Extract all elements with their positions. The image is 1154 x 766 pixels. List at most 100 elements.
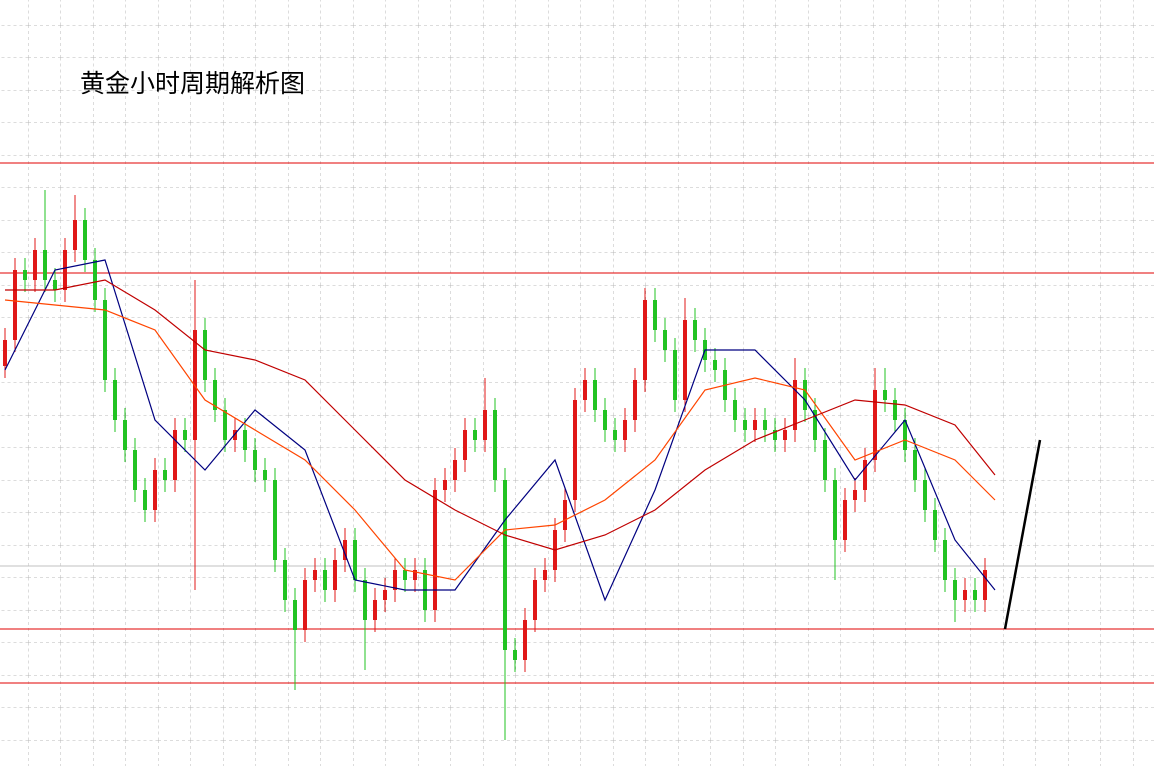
candle-body	[453, 460, 457, 480]
candle-body	[43, 250, 47, 280]
candle-body	[893, 400, 897, 420]
candle-body	[923, 480, 927, 510]
candle-body	[183, 430, 187, 440]
candle-body	[463, 430, 467, 460]
candle-body	[53, 280, 57, 290]
candle-body	[543, 570, 547, 580]
candle-body	[123, 420, 127, 450]
candle-body	[523, 620, 527, 660]
candle-body	[743, 420, 747, 430]
candle-body	[33, 250, 37, 280]
candle-body	[293, 600, 297, 630]
candle-body	[483, 410, 487, 440]
moving-average-line	[4, 259, 996, 602]
candle-body	[363, 580, 367, 620]
candle-body	[873, 390, 877, 460]
candle-body	[593, 380, 597, 410]
candle-body	[683, 320, 687, 400]
candle-body	[713, 360, 717, 370]
candle-body	[563, 500, 567, 530]
candle-body	[643, 300, 647, 380]
candle-body	[243, 430, 247, 450]
candle-body	[833, 480, 837, 540]
candle-body	[83, 220, 87, 260]
moving-average-line	[5, 279, 996, 551]
candle-body	[803, 380, 807, 410]
candle-body	[693, 320, 697, 340]
candle-body	[963, 590, 967, 600]
candle-body	[933, 510, 937, 540]
candle-body	[753, 420, 757, 430]
candle-body	[373, 600, 377, 620]
candle-body	[813, 410, 817, 440]
candle-body	[943, 540, 947, 580]
candle-body	[673, 350, 677, 400]
candle-body	[733, 400, 737, 420]
candle-body	[383, 590, 387, 600]
candle-body	[3, 340, 7, 366]
candle-body	[883, 390, 887, 400]
candle-body	[313, 570, 317, 580]
candle-body	[103, 300, 107, 380]
candle-body	[623, 420, 627, 440]
candle-body	[863, 460, 867, 490]
candle-body	[73, 220, 77, 250]
candle-body	[853, 490, 857, 500]
candle-body	[263, 470, 267, 480]
candle-body	[773, 430, 777, 440]
candle-body	[343, 540, 347, 560]
candle-body	[203, 330, 207, 380]
candle-body	[533, 580, 537, 620]
candle-body	[983, 570, 987, 600]
candle-body	[823, 440, 827, 480]
candle-body	[273, 480, 277, 560]
candle-body	[143, 490, 147, 510]
candle-body	[393, 570, 397, 590]
candle-body	[573, 400, 577, 500]
candle-body	[93, 260, 97, 300]
candle-body	[173, 430, 177, 480]
candle-body	[613, 430, 617, 440]
candle-body	[953, 580, 957, 600]
candle-body	[783, 430, 787, 440]
candle-body	[633, 380, 637, 420]
candle-body	[653, 300, 657, 330]
candle-body	[513, 650, 517, 660]
candle-body	[403, 570, 407, 580]
candle-body	[253, 450, 257, 470]
moving-average-line	[4, 299, 996, 581]
candle-body	[583, 380, 587, 400]
candle-body	[443, 480, 447, 490]
candle-body	[503, 480, 507, 650]
candle-body	[353, 540, 357, 580]
candle-body	[903, 420, 907, 450]
candle-body	[603, 410, 607, 430]
candle-body	[413, 570, 417, 580]
candle-body	[843, 500, 847, 540]
candle-body	[223, 410, 227, 440]
candle-body	[763, 420, 767, 430]
candle-body	[973, 590, 977, 600]
candle-body	[793, 380, 797, 430]
trend-arrow	[1003, 439, 1042, 630]
chart-title: 黄金小时周期解析图	[80, 69, 305, 98]
candle-body	[433, 490, 437, 610]
candle-body	[913, 450, 917, 480]
candle-body	[663, 330, 667, 350]
candle-body	[23, 270, 27, 280]
candle-body	[333, 560, 337, 590]
candle-body	[163, 470, 167, 480]
candle-body	[213, 380, 217, 410]
candle-body	[113, 380, 117, 420]
candle-body	[133, 450, 137, 490]
candle-body	[283, 560, 287, 600]
candle-body	[303, 580, 307, 630]
candle-body	[493, 410, 497, 480]
candle-body	[473, 430, 477, 440]
candle-body	[153, 470, 157, 510]
candle-body	[63, 250, 67, 290]
candle-body	[323, 570, 327, 590]
candle-body	[13, 270, 17, 340]
